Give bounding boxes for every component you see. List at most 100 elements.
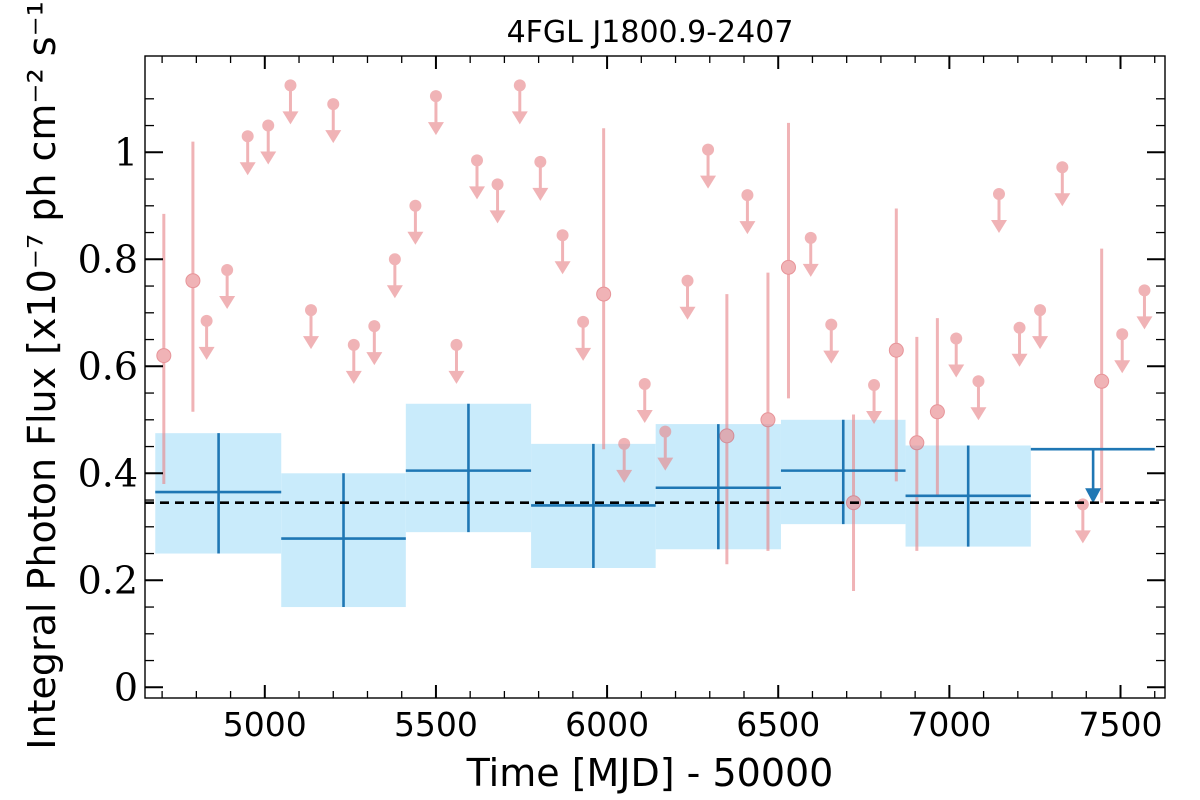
upper-limit-marker: [534, 155, 547, 168]
upper-limit-marker: [992, 188, 1005, 201]
upper-limit-arrow-head: [386, 285, 403, 299]
upper-limit-marker: [368, 320, 381, 333]
upper-limit-marker: [1076, 498, 1089, 511]
upper-limit-arrow-head: [948, 364, 965, 378]
upper-limit-marker: [618, 437, 631, 450]
upper-limit-marker: [429, 90, 442, 103]
upper-limit-marker: [702, 143, 715, 156]
plot-frame: [144, 55, 1166, 699]
upper-limit-arrow-head: [282, 111, 299, 125]
x-tick-label: 7500: [1079, 705, 1163, 744]
upper-limit-arrow-head: [739, 221, 756, 235]
long-bin-detection: [655, 424, 781, 550]
upper-limit-arrow-head: [303, 336, 320, 350]
x-tick-label: 6500: [736, 705, 820, 744]
short-bin-upper-limit: [1011, 321, 1028, 367]
short-bin-detection: [185, 141, 201, 412]
upper-limit-marker: [950, 332, 963, 345]
upper-limit-marker: [388, 253, 401, 266]
short-bin-upper-limit: [739, 189, 756, 235]
upper-limit-arrow-head: [1114, 360, 1131, 374]
short-bin-upper-limit: [866, 379, 883, 425]
upper-limit-arrow-head: [1032, 336, 1049, 350]
upper-limit-arrow-head: [1054, 193, 1071, 207]
upper-limit-arrow-head: [219, 296, 236, 309]
upper-limit-marker: [556, 229, 569, 242]
short-bin-upper-limit: [427, 90, 444, 136]
short-bin-point: [929, 404, 945, 420]
short-bin-upper-limit: [219, 264, 236, 309]
short-bin-upper-limit: [239, 130, 256, 176]
upper-limit-arrow-head: [511, 111, 528, 125]
upper-limit-marker: [491, 178, 504, 191]
y-axis-label: Integral Photon Flux [x10⁻⁷ ph cm⁻² s⁻¹]: [20, 0, 64, 750]
short-bin-point: [780, 259, 796, 275]
long-bin-detection: [281, 473, 406, 608]
upper-limit-marker: [305, 304, 318, 317]
short-bin-upper-limit: [325, 98, 342, 144]
upper-limit-arrow-head: [366, 352, 383, 366]
upper-limit-arrow-head: [823, 350, 840, 364]
short-bin-point: [719, 428, 735, 444]
x-axis-label: Time [MJD] - 50000: [466, 751, 834, 795]
upper-limit-marker: [1138, 284, 1151, 297]
upper-limit-marker: [450, 338, 463, 351]
y-tick-label: 0.6: [78, 344, 138, 388]
upper-limit-marker: [1116, 328, 1129, 341]
short-bin-detection: [909, 336, 925, 551]
x-tick-label: 7000: [907, 705, 991, 744]
upper-limit-marker: [284, 79, 297, 92]
upper-limit-arrow-head: [802, 263, 819, 277]
upper-limit-marker: [347, 338, 360, 351]
short-bin-detection: [596, 128, 612, 450]
upper-limit-arrow-head: [866, 411, 883, 425]
long-bin-upper-limit: [1030, 447, 1155, 504]
x-tick-label: 5000: [223, 705, 307, 744]
short-bin-detection: [780, 122, 796, 399]
upper-limit-arrow-head: [1011, 353, 1028, 367]
short-bin-detection: [1094, 248, 1110, 503]
upper-limit-arrow-head: [636, 409, 653, 423]
short-bin-detection: [760, 272, 776, 551]
short-bin-detection: [719, 294, 735, 565]
long-bin-detection: [905, 445, 1031, 547]
upper-limit-marker: [471, 154, 484, 167]
upper-limit-arrow-head: [657, 457, 674, 471]
short-bin-point: [888, 342, 904, 358]
short-bin-upper-limit: [1054, 161, 1071, 207]
upper-limit-arrow-head: [448, 370, 465, 384]
upper-limit-arrow-head: [489, 210, 506, 224]
upper-limit-marker: [200, 314, 213, 327]
y-tick-label: 0.4: [78, 451, 138, 495]
short-bin-upper-limit: [636, 377, 653, 423]
upper-limit-marker: [409, 199, 422, 212]
upper-limit-marker: [681, 274, 694, 287]
long-bin-detection: [780, 419, 906, 525]
upper-limit-marker: [262, 119, 275, 132]
upper-limit-marker: [868, 379, 881, 392]
upper-limit-arrow-head: [407, 231, 424, 245]
y-tick-label: 0.8: [78, 237, 138, 281]
short-bin-upper-limit: [1136, 284, 1153, 330]
upper-limit-marker: [241, 130, 254, 143]
upper-limit-marker: [577, 315, 590, 328]
upper-limit-marker: [972, 375, 985, 388]
upper-limit-arrow-head: [239, 162, 256, 176]
short-bin-point: [909, 435, 925, 451]
long-bin-detection: [405, 403, 532, 533]
short-bin-detection: [156, 213, 172, 484]
short-bin-upper-limit: [970, 375, 987, 421]
upper-limit-arrow-head: [325, 130, 342, 144]
short-bin-upper-limit: [657, 425, 674, 471]
short-bin-upper-limit: [1114, 328, 1131, 374]
upper-limit-arrow-head: [532, 187, 549, 201]
upper-limit-arrow-head: [970, 407, 987, 421]
short-bin-upper-limit: [990, 188, 1007, 234]
short-bin-upper-limit: [282, 79, 299, 125]
upper-limit-arrow-head: [616, 469, 633, 483]
short-bin-upper-limit: [260, 119, 277, 165]
short-bin-point: [760, 412, 776, 428]
short-bin-point: [185, 273, 201, 289]
short-bin-upper-limit: [700, 143, 717, 189]
